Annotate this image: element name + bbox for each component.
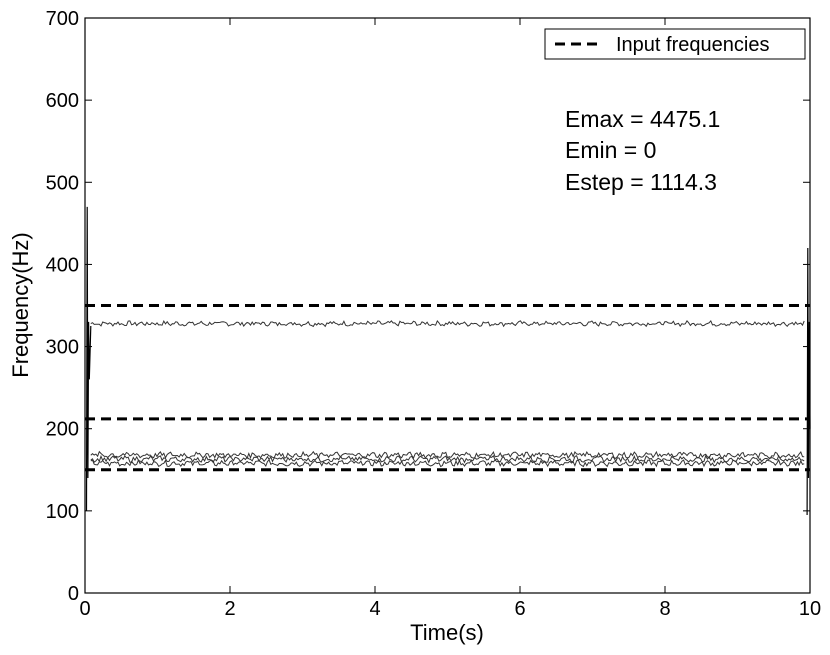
y-tick-label: 100 — [46, 501, 79, 523]
estimated-track-line — [90, 450, 805, 460]
y-tick-label: 400 — [46, 254, 79, 276]
legend: Input frequencies — [544, 28, 806, 60]
estimated-track-line — [90, 458, 805, 468]
annotation-emax: Emax = 4475.1 — [565, 106, 720, 132]
x-tick-label: 2 — [224, 598, 235, 620]
plot-frame — [84, 17, 811, 594]
legend-label-input-frequencies: Input frequencies — [616, 34, 769, 56]
estimated-track-line — [90, 319, 805, 328]
y-axis-title: Frequency(Hz) — [8, 232, 33, 377]
x-axis-ticks: 0 2 4 6 8 10 — [79, 18, 821, 620]
x-tick-label: 0 — [79, 598, 90, 620]
y-axis-ticks: 0 100 200 300 400 500 600 700 — [46, 8, 810, 605]
edge-transient-line — [85, 206, 92, 511]
y-tick-label: 300 — [46, 337, 79, 359]
annotation-emin: Emin = 0 — [565, 137, 656, 163]
estimated-track-line — [90, 454, 805, 464]
x-axis-title: Time(s) — [410, 620, 484, 645]
input-frequency-lines — [85, 304, 810, 472]
x-tick-label: 8 — [659, 598, 670, 620]
y-tick-label: 700 — [46, 8, 79, 30]
estimated-frequency-tracks — [90, 319, 805, 468]
annotations: Emax = 4475.1 Emin = 0 Estep = 1114.3 — [565, 106, 720, 195]
y-tick-label: 0 — [68, 583, 79, 605]
y-tick-label: 200 — [46, 419, 79, 441]
x-tick-label: 10 — [799, 598, 821, 620]
x-tick-label: 4 — [369, 598, 380, 620]
y-tick-label: 600 — [46, 90, 79, 112]
annotation-estep: Estep = 1114.3 — [565, 169, 717, 195]
y-tick-label: 500 — [46, 172, 79, 194]
x-tick-label: 6 — [514, 598, 525, 620]
